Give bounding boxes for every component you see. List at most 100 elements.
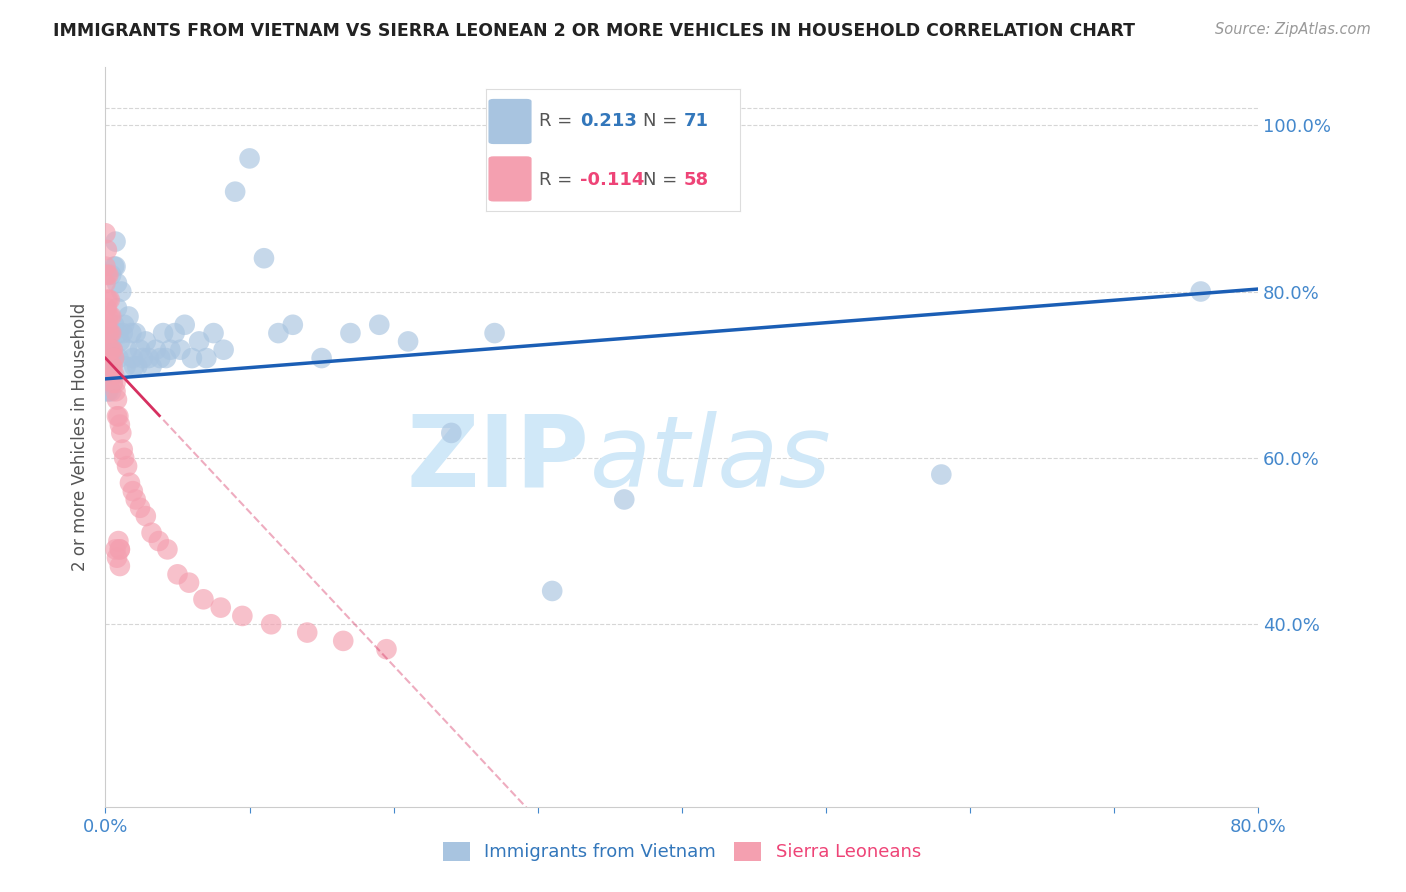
Point [108,417,131,432]
Point [127,359,149,374]
Point [98,368,121,382]
Point [166,567,188,582]
Point [94,260,117,274]
Point [124,359,146,374]
Point [125,326,148,340]
Point [104,542,127,557]
Point [156,542,179,557]
Point [108,559,131,574]
Point [253,251,276,265]
Point [103,368,125,382]
Point [96,368,118,382]
Point [105,409,128,424]
Point [101,343,124,357]
Point [152,326,174,340]
Point [440,425,463,440]
Point [141,525,163,540]
Point [103,351,125,365]
Point [105,392,128,407]
Point [100,268,122,282]
Point [98,310,121,324]
Point [110,285,132,299]
Point [115,459,138,474]
Point [332,633,354,648]
Point [100,326,122,340]
Point [97,384,120,399]
Point [129,343,152,357]
Point [118,475,141,490]
Point [101,368,124,382]
Point [96,318,118,332]
Point [108,542,131,557]
Point [117,310,139,324]
Point [132,351,155,365]
Point [98,334,121,349]
Point [202,326,225,340]
Point [368,318,391,332]
Point [115,343,138,357]
Point [94,276,117,290]
Point [375,642,398,657]
Point [129,500,152,515]
Point [100,384,122,399]
Point [311,351,333,365]
Point [135,509,157,524]
Point [541,584,564,599]
Point [145,343,167,357]
Point [297,625,319,640]
Point [149,351,172,365]
Point [97,293,120,307]
Point [112,318,135,332]
Point [107,409,129,424]
Text: Source: ZipAtlas.com: Source: ZipAtlas.com [1215,22,1371,37]
Point [163,326,186,340]
Point [107,351,129,365]
Point [98,343,121,357]
Point [96,384,118,399]
Point [135,334,157,349]
Text: ZIP: ZIP [406,411,589,508]
Point [148,534,170,549]
Point [100,351,122,365]
Point [103,351,125,365]
Point [121,351,143,365]
Point [180,351,204,365]
Point [267,326,290,340]
Point [97,326,120,340]
Point [108,542,131,557]
Point [105,276,128,290]
Point [98,351,121,365]
Point [239,152,262,166]
Point [97,359,120,374]
Point [396,334,419,349]
Point [188,334,211,349]
Point [339,326,361,340]
Point [104,260,127,274]
Point [141,359,163,374]
Point [260,617,283,632]
Point [120,326,142,340]
Point [209,600,232,615]
Point [155,351,177,365]
Point [96,243,118,257]
Point [96,351,118,365]
Point [101,359,124,374]
Point [931,467,953,482]
Point [104,384,127,399]
Point [96,268,118,282]
Point [100,359,122,374]
Point [159,343,181,357]
Point [110,425,132,440]
Point [97,310,120,324]
Point [281,318,304,332]
Point [104,376,127,390]
Point [111,326,134,340]
Point [484,326,506,340]
Point [94,227,117,241]
Point [97,268,120,282]
Point [125,492,148,507]
Text: atlas: atlas [589,411,831,508]
Point [96,293,118,307]
Point [111,442,134,457]
Point [231,609,253,624]
